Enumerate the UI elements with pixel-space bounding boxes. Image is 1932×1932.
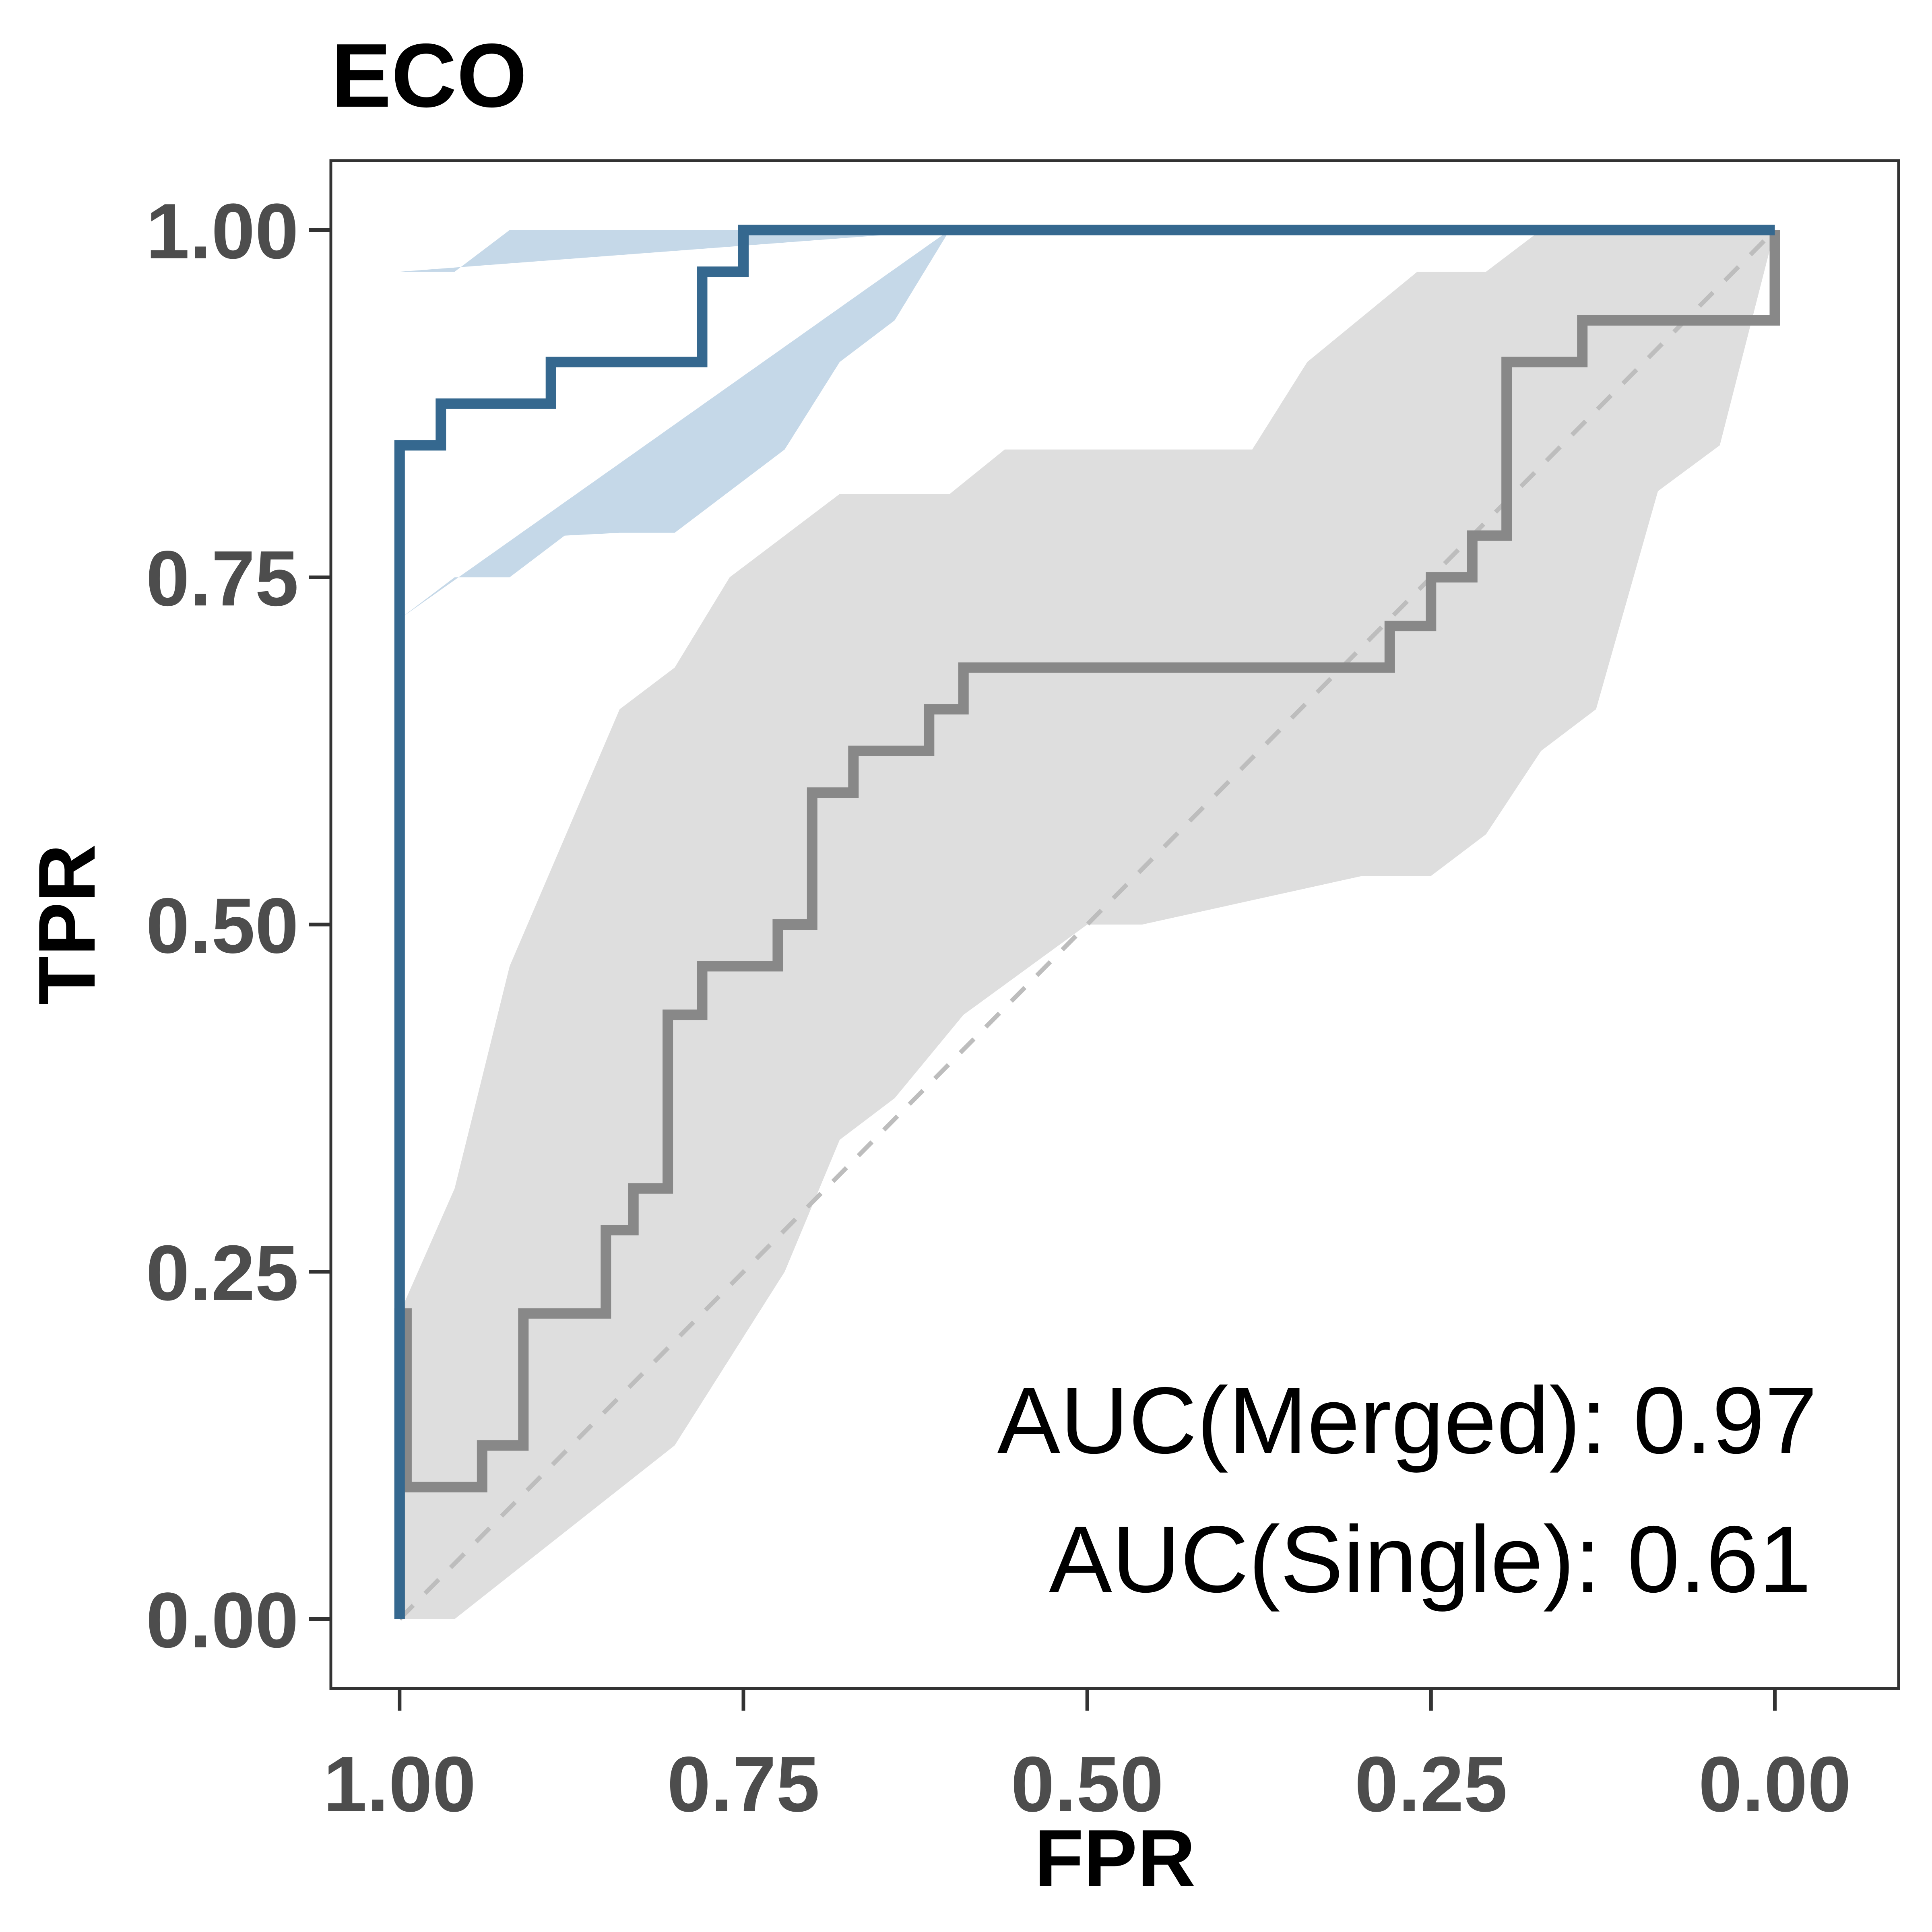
auc-single-annotation: AUC(Single): 0.61 [1049, 1506, 1811, 1612]
y-axis-title: TPR [22, 844, 112, 1005]
roc-curve-0 [394, 225, 1775, 1619]
x-tick-label: 0.75 [667, 1740, 820, 1828]
x-tick-label: 0.00 [1699, 1740, 1852, 1828]
x-axis-title: FPR [1034, 1813, 1195, 1903]
roc-curve-1 [394, 230, 1780, 1619]
y-tick-label: 0.25 [146, 1229, 299, 1317]
y-tick-label: 0.75 [146, 535, 299, 622]
y-axis: 1.00 0.75 0.50 0.25 0.00 [146, 188, 331, 1664]
chart-title: ECO [331, 25, 527, 126]
auc-merged-annotation: AUC(Merged): 0.97 [997, 1367, 1817, 1473]
y-tick-label: 0.50 [146, 882, 299, 970]
x-tick-label: 0.50 [1011, 1740, 1164, 1828]
confidence-band-0 [399, 230, 950, 619]
y-tick-label: 1.00 [146, 188, 299, 275]
x-tick-label: 0.25 [1355, 1740, 1508, 1828]
x-axis: 1.00 0.75 0.50 0.25 0.00 [323, 1688, 1851, 1828]
x-tick-label: 1.00 [323, 1740, 476, 1828]
roc-curves [394, 225, 1780, 1619]
y-tick-label: 0.00 [146, 1576, 299, 1664]
